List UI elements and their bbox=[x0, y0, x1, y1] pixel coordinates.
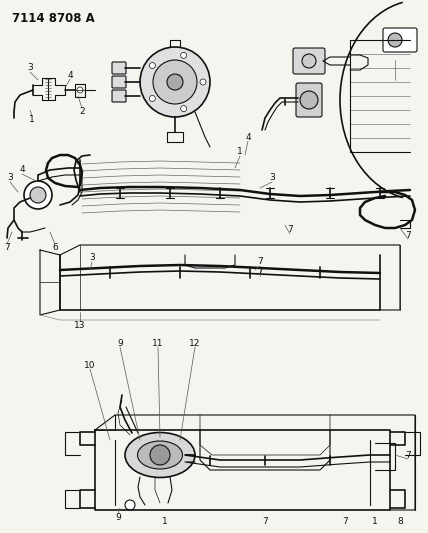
Text: 7: 7 bbox=[405, 230, 411, 239]
Text: 6: 6 bbox=[52, 244, 58, 253]
Circle shape bbox=[149, 95, 155, 101]
FancyBboxPatch shape bbox=[112, 62, 126, 74]
Text: 1: 1 bbox=[162, 516, 168, 526]
Circle shape bbox=[30, 187, 46, 203]
Circle shape bbox=[125, 500, 135, 510]
Text: 12: 12 bbox=[189, 338, 201, 348]
Circle shape bbox=[167, 74, 183, 90]
Text: 3: 3 bbox=[89, 254, 95, 262]
Text: 8: 8 bbox=[397, 516, 403, 526]
Circle shape bbox=[300, 91, 318, 109]
Text: 7: 7 bbox=[257, 257, 263, 266]
Text: 4: 4 bbox=[19, 166, 25, 174]
Ellipse shape bbox=[137, 441, 182, 469]
Text: 9: 9 bbox=[115, 513, 121, 522]
Circle shape bbox=[140, 47, 210, 117]
FancyBboxPatch shape bbox=[383, 28, 417, 52]
Circle shape bbox=[388, 33, 402, 47]
FancyBboxPatch shape bbox=[296, 83, 322, 117]
Text: 3: 3 bbox=[269, 174, 275, 182]
Text: 4: 4 bbox=[67, 70, 73, 79]
Circle shape bbox=[181, 106, 187, 111]
Text: 7: 7 bbox=[287, 225, 293, 235]
Circle shape bbox=[153, 60, 197, 104]
Circle shape bbox=[302, 54, 316, 68]
Text: 13: 13 bbox=[74, 320, 86, 329]
Circle shape bbox=[181, 52, 187, 59]
Text: 2: 2 bbox=[79, 108, 85, 117]
Text: 9: 9 bbox=[117, 338, 123, 348]
Text: 10: 10 bbox=[84, 360, 96, 369]
FancyBboxPatch shape bbox=[112, 90, 126, 102]
Text: 7: 7 bbox=[262, 516, 268, 526]
Circle shape bbox=[24, 181, 52, 209]
Circle shape bbox=[77, 87, 83, 93]
Text: 3: 3 bbox=[7, 174, 13, 182]
Text: 7: 7 bbox=[4, 244, 10, 253]
Text: 7114 8708 A: 7114 8708 A bbox=[12, 12, 95, 25]
Text: 11: 11 bbox=[152, 338, 164, 348]
Text: 7: 7 bbox=[257, 268, 263, 277]
FancyBboxPatch shape bbox=[112, 76, 126, 88]
Text: 1: 1 bbox=[29, 116, 35, 125]
Circle shape bbox=[150, 445, 170, 465]
Circle shape bbox=[149, 62, 155, 69]
Circle shape bbox=[200, 79, 206, 85]
Text: 3: 3 bbox=[27, 63, 33, 72]
Text: 7: 7 bbox=[342, 516, 348, 526]
Text: 1: 1 bbox=[372, 516, 378, 526]
Text: 7: 7 bbox=[405, 450, 411, 459]
Text: 4: 4 bbox=[245, 133, 251, 141]
Text: 1: 1 bbox=[237, 148, 243, 157]
FancyBboxPatch shape bbox=[293, 48, 325, 74]
Ellipse shape bbox=[125, 432, 195, 478]
